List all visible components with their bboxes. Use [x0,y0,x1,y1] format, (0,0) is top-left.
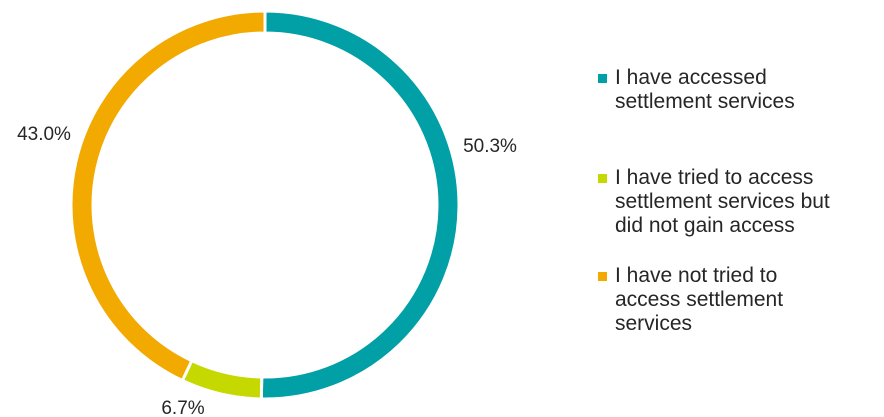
data-label-not-tried: 43.0% [17,124,71,145]
legend-label-not-tried: I have not tried to access settlement se… [615,264,784,335]
legend-label-tried-not-gained: I have tried to access settlement servic… [615,166,830,237]
donut-chart: 50.3% 6.7% 43.0% [17,9,517,417]
legend-swatch-tried-not-gained [598,174,607,183]
legend-label-accessed: I have accessed settlement services [615,66,795,113]
slice-tried-not-gained [180,358,264,401]
data-label-accessed: 50.3% [463,136,517,157]
legend-swatch-accessed [598,74,607,83]
legend-item-tried-not-gained: I have tried to access settlement servic… [598,166,884,238]
legend-item-not-tried: I have not tried to access settlement se… [598,264,884,336]
slice-not-tried [69,9,267,383]
data-label-tried-not-gained: 6.7% [161,398,204,417]
legend-item-accessed: I have accessed settlement services [598,66,884,114]
slice-accessed [259,9,461,401]
legend-swatch-not-tried [598,272,607,281]
